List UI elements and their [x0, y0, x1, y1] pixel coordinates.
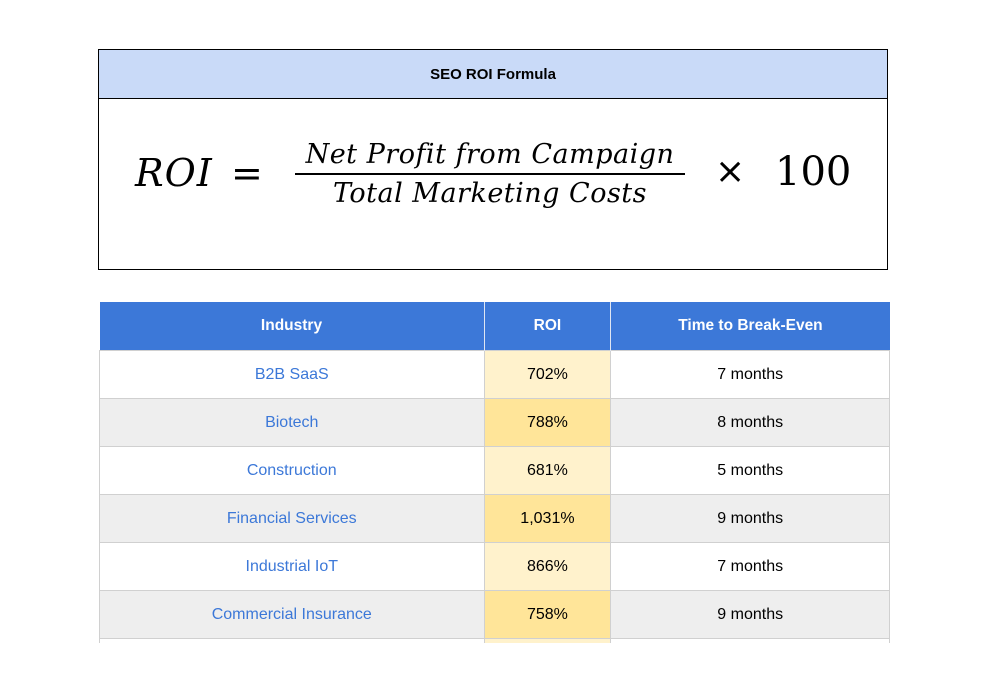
table-row: Financial Services 1,031% 9 months	[99, 494, 890, 543]
formula-numerator: Net Profit from Campaign	[305, 139, 675, 170]
break-even-cell: 5 months	[610, 446, 890, 495]
formula-multiplier: 100	[775, 149, 852, 195]
industry-link[interactable]: Financial Services	[99, 494, 485, 543]
header-time-to-break-even: Time to Break-Even	[610, 302, 890, 351]
roi-formula-box: SEO ROI Formula ROI = Net Profit from Ca…	[98, 49, 888, 270]
formula-expression: ROI = Net Profit from Campaign Total Mar…	[99, 99, 887, 270]
table-header-row: Industry ROI Time to Break-Even	[99, 302, 890, 351]
table-row: Commercial Insurance 758% 9 months	[99, 590, 890, 639]
page-bottom-margin	[0, 643, 990, 700]
formula-denominator: Total Marketing Costs	[332, 178, 648, 209]
roi-cell: 758%	[484, 590, 612, 639]
industry-roi-table: Industry ROI Time to Break-Even B2B SaaS…	[99, 302, 890, 686]
formula-times: ×	[715, 151, 746, 192]
industry-link[interactable]: Commercial Insurance	[99, 590, 485, 639]
roi-cell: 788%	[484, 398, 612, 447]
break-even-cell: 7 months	[610, 350, 890, 399]
formula-fraction: Net Profit from Campaign Total Marketing…	[295, 137, 685, 211]
industry-link[interactable]: Biotech	[99, 398, 485, 447]
table-row: Biotech 788% 8 months	[99, 398, 890, 447]
roi-cell: 866%	[484, 542, 612, 591]
table-row: Industrial IoT 866% 7 months	[99, 542, 890, 591]
formula-equals: =	[231, 151, 263, 195]
table-row: Construction 681% 5 months	[99, 446, 890, 495]
break-even-cell: 7 months	[610, 542, 890, 591]
roi-cell: 702%	[484, 350, 612, 399]
table-row: B2B SaaS 702% 7 months	[99, 350, 890, 399]
industry-link[interactable]: Industrial IoT	[99, 542, 485, 591]
formula-title: SEO ROI Formula	[99, 50, 887, 99]
header-roi: ROI	[484, 302, 612, 351]
header-industry: Industry	[99, 302, 485, 351]
industry-link[interactable]: B2B SaaS	[99, 350, 485, 399]
fraction-bar	[295, 173, 685, 175]
roi-cell: 1,031%	[484, 494, 612, 543]
roi-cell: 681%	[484, 446, 612, 495]
break-even-cell: 9 months	[610, 590, 890, 639]
formula-lhs: ROI	[135, 151, 213, 195]
industry-link[interactable]: Construction	[99, 446, 485, 495]
break-even-cell: 8 months	[610, 398, 890, 447]
break-even-cell: 9 months	[610, 494, 890, 543]
